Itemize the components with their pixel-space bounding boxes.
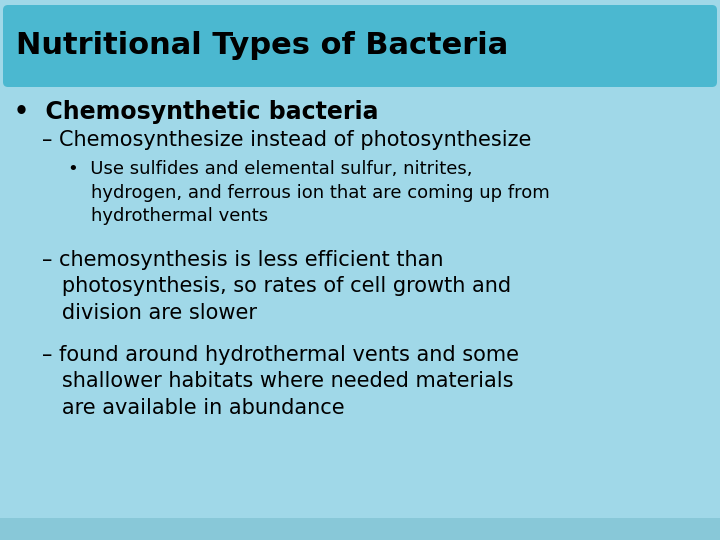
Text: •  Use sulfides and elemental sulfur, nitrites,
    hydrogen, and ferrous ion th: • Use sulfides and elemental sulfur, nit… xyxy=(68,160,550,225)
Text: – found around hydrothermal vents and some
   shallower habitats where needed ma: – found around hydrothermal vents and so… xyxy=(42,345,519,418)
Text: Nutritional Types of Bacteria: Nutritional Types of Bacteria xyxy=(16,31,508,60)
Bar xyxy=(0,518,720,540)
FancyBboxPatch shape xyxy=(3,5,717,87)
Text: •  Chemosynthetic bacteria: • Chemosynthetic bacteria xyxy=(14,100,379,124)
Text: – Chemosynthesize instead of photosynthesize: – Chemosynthesize instead of photosynthe… xyxy=(42,130,531,150)
Text: – chemosynthesis is less efficient than
   photosynthesis, so rates of cell grow: – chemosynthesis is less efficient than … xyxy=(42,250,511,323)
